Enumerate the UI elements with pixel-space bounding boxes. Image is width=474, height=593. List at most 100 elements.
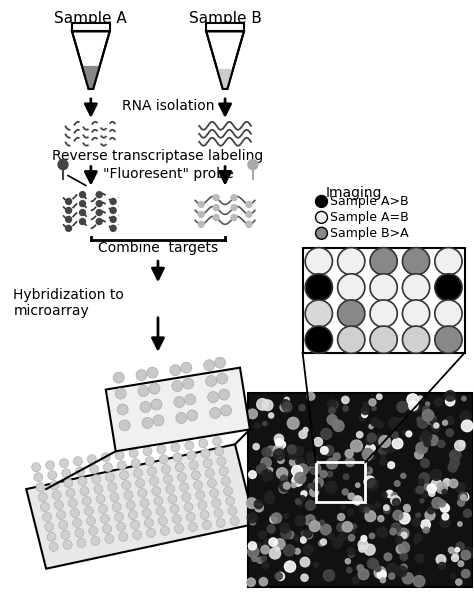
Circle shape xyxy=(321,429,332,439)
Circle shape xyxy=(247,513,257,523)
Polygon shape xyxy=(106,368,250,451)
Circle shape xyxy=(96,495,105,503)
Circle shape xyxy=(369,425,374,429)
Circle shape xyxy=(284,397,289,402)
Circle shape xyxy=(375,566,381,572)
Circle shape xyxy=(325,482,337,493)
Circle shape xyxy=(201,449,210,458)
Circle shape xyxy=(219,467,228,476)
Circle shape xyxy=(434,423,439,428)
Circle shape xyxy=(351,440,363,452)
Circle shape xyxy=(185,441,194,449)
Circle shape xyxy=(250,519,255,525)
Circle shape xyxy=(226,496,235,505)
Circle shape xyxy=(340,527,346,533)
Circle shape xyxy=(281,400,290,408)
Circle shape xyxy=(428,435,438,445)
Circle shape xyxy=(401,564,407,570)
Circle shape xyxy=(294,535,299,541)
Circle shape xyxy=(216,518,225,527)
Circle shape xyxy=(346,568,352,573)
Circle shape xyxy=(379,436,391,447)
Circle shape xyxy=(459,441,465,447)
Circle shape xyxy=(257,557,263,563)
Circle shape xyxy=(36,483,45,492)
Circle shape xyxy=(269,413,274,418)
Circle shape xyxy=(431,423,440,432)
Circle shape xyxy=(428,506,435,514)
Circle shape xyxy=(327,471,333,477)
Circle shape xyxy=(343,474,349,480)
Circle shape xyxy=(287,531,294,538)
Circle shape xyxy=(92,474,100,484)
Circle shape xyxy=(113,372,124,383)
Circle shape xyxy=(210,489,219,498)
Circle shape xyxy=(75,528,84,537)
Circle shape xyxy=(278,457,284,464)
Circle shape xyxy=(409,401,418,410)
Circle shape xyxy=(388,445,396,452)
Circle shape xyxy=(266,446,276,456)
Circle shape xyxy=(455,441,465,451)
Circle shape xyxy=(430,469,442,480)
Circle shape xyxy=(460,411,471,422)
Circle shape xyxy=(68,499,77,508)
Circle shape xyxy=(416,486,424,493)
Circle shape xyxy=(450,574,455,578)
Circle shape xyxy=(392,438,403,449)
Circle shape xyxy=(89,527,98,535)
Circle shape xyxy=(257,543,262,547)
Circle shape xyxy=(172,381,183,391)
Circle shape xyxy=(150,477,159,486)
Circle shape xyxy=(119,420,130,431)
Circle shape xyxy=(65,225,72,231)
Circle shape xyxy=(274,434,283,444)
Circle shape xyxy=(224,487,233,496)
Circle shape xyxy=(259,578,267,586)
Circle shape xyxy=(300,557,310,567)
Circle shape xyxy=(329,482,336,489)
Circle shape xyxy=(457,499,465,506)
Text: Sample A>B: Sample A>B xyxy=(330,195,409,208)
Circle shape xyxy=(337,274,365,301)
Circle shape xyxy=(446,429,454,436)
Circle shape xyxy=(147,367,158,378)
Circle shape xyxy=(281,475,287,482)
Circle shape xyxy=(103,524,112,533)
Circle shape xyxy=(58,160,68,170)
Circle shape xyxy=(231,195,237,200)
Circle shape xyxy=(404,506,410,512)
Circle shape xyxy=(63,540,72,549)
Circle shape xyxy=(452,554,458,562)
Circle shape xyxy=(87,517,96,525)
Bar xyxy=(316,462,365,502)
Circle shape xyxy=(189,461,198,470)
Circle shape xyxy=(208,479,217,487)
Circle shape xyxy=(357,565,364,571)
Circle shape xyxy=(280,482,290,492)
Circle shape xyxy=(370,300,397,327)
Circle shape xyxy=(383,445,389,452)
Circle shape xyxy=(246,202,252,208)
Circle shape xyxy=(264,538,271,546)
Circle shape xyxy=(257,398,268,410)
Circle shape xyxy=(432,498,443,508)
Circle shape xyxy=(363,450,373,460)
Bar xyxy=(248,393,473,586)
Circle shape xyxy=(370,248,397,275)
Circle shape xyxy=(438,500,446,507)
Circle shape xyxy=(246,211,252,218)
Circle shape xyxy=(362,448,373,460)
Circle shape xyxy=(215,357,226,368)
Circle shape xyxy=(320,524,331,535)
Circle shape xyxy=(96,192,102,197)
Circle shape xyxy=(153,415,164,426)
Circle shape xyxy=(320,539,327,545)
Circle shape xyxy=(327,415,337,425)
Circle shape xyxy=(117,404,128,415)
Circle shape xyxy=(119,533,128,541)
Circle shape xyxy=(370,274,397,301)
Circle shape xyxy=(96,219,102,225)
Circle shape xyxy=(338,534,346,541)
Text: Sample B>A: Sample B>A xyxy=(330,227,409,240)
